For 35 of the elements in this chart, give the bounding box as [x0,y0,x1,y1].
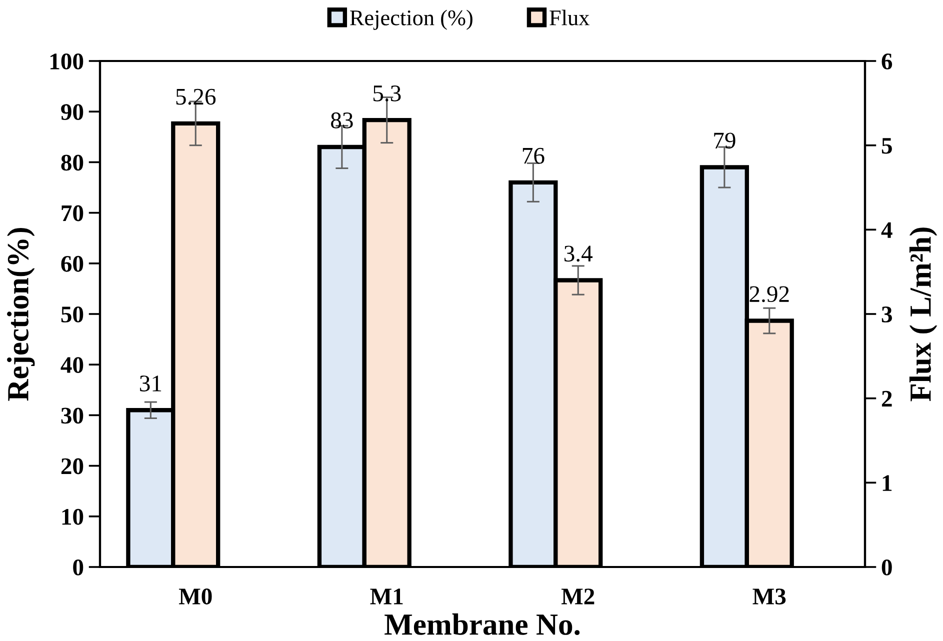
y-tick-label: 80 [61,154,84,171]
y2-tick-label: 1 [882,475,892,491]
data-label: 2.92 [750,286,789,302]
y-tick-label: 10 [62,508,84,525]
y-tick-label: 100 [50,53,84,70]
data-label: 5.3 [373,85,401,102]
x-tick-label: M3 [752,588,786,604]
y-tick-label: 40 [60,357,84,374]
x-tick-label: M0 [178,588,212,604]
y-tick-label: 20 [61,458,84,474]
data-label: 83 [331,112,353,128]
y-tick-label: 50 [61,306,84,322]
y-tick-label: 0 [73,559,84,576]
data-label: 76 [522,148,544,164]
y-axis-title: Rejection(%) [7,228,35,401]
data-label: 79 [714,132,736,149]
y2-tick-label: 4 [881,222,892,238]
data-label: 5.26 [176,88,216,105]
y-tick-label: 60 [61,256,84,272]
y2-tick-label: 3 [882,306,892,322]
data-label: 3.4 [564,246,593,262]
y-tick-label: 30 [61,408,84,424]
y2-axis-title: Flux ( L/m²h) [909,228,938,402]
y2-tick-label: 5 [882,138,892,154]
x-axis-title: Membrane No. [384,613,580,636]
y-tick-label: 70 [62,205,84,222]
y-tick-label: 90 [61,104,84,120]
x-tick-label: M2 [561,588,594,604]
data-label: 31 [140,376,162,392]
y2-tick-label: 0 [882,559,892,576]
legend-label: Flux [550,10,590,26]
y2-tick-label: 6 [882,54,892,70]
legend-label: Rejection (%) [350,10,472,30]
y2-tick-label: 2 [882,390,892,407]
x-tick-label: M1 [370,588,403,604]
